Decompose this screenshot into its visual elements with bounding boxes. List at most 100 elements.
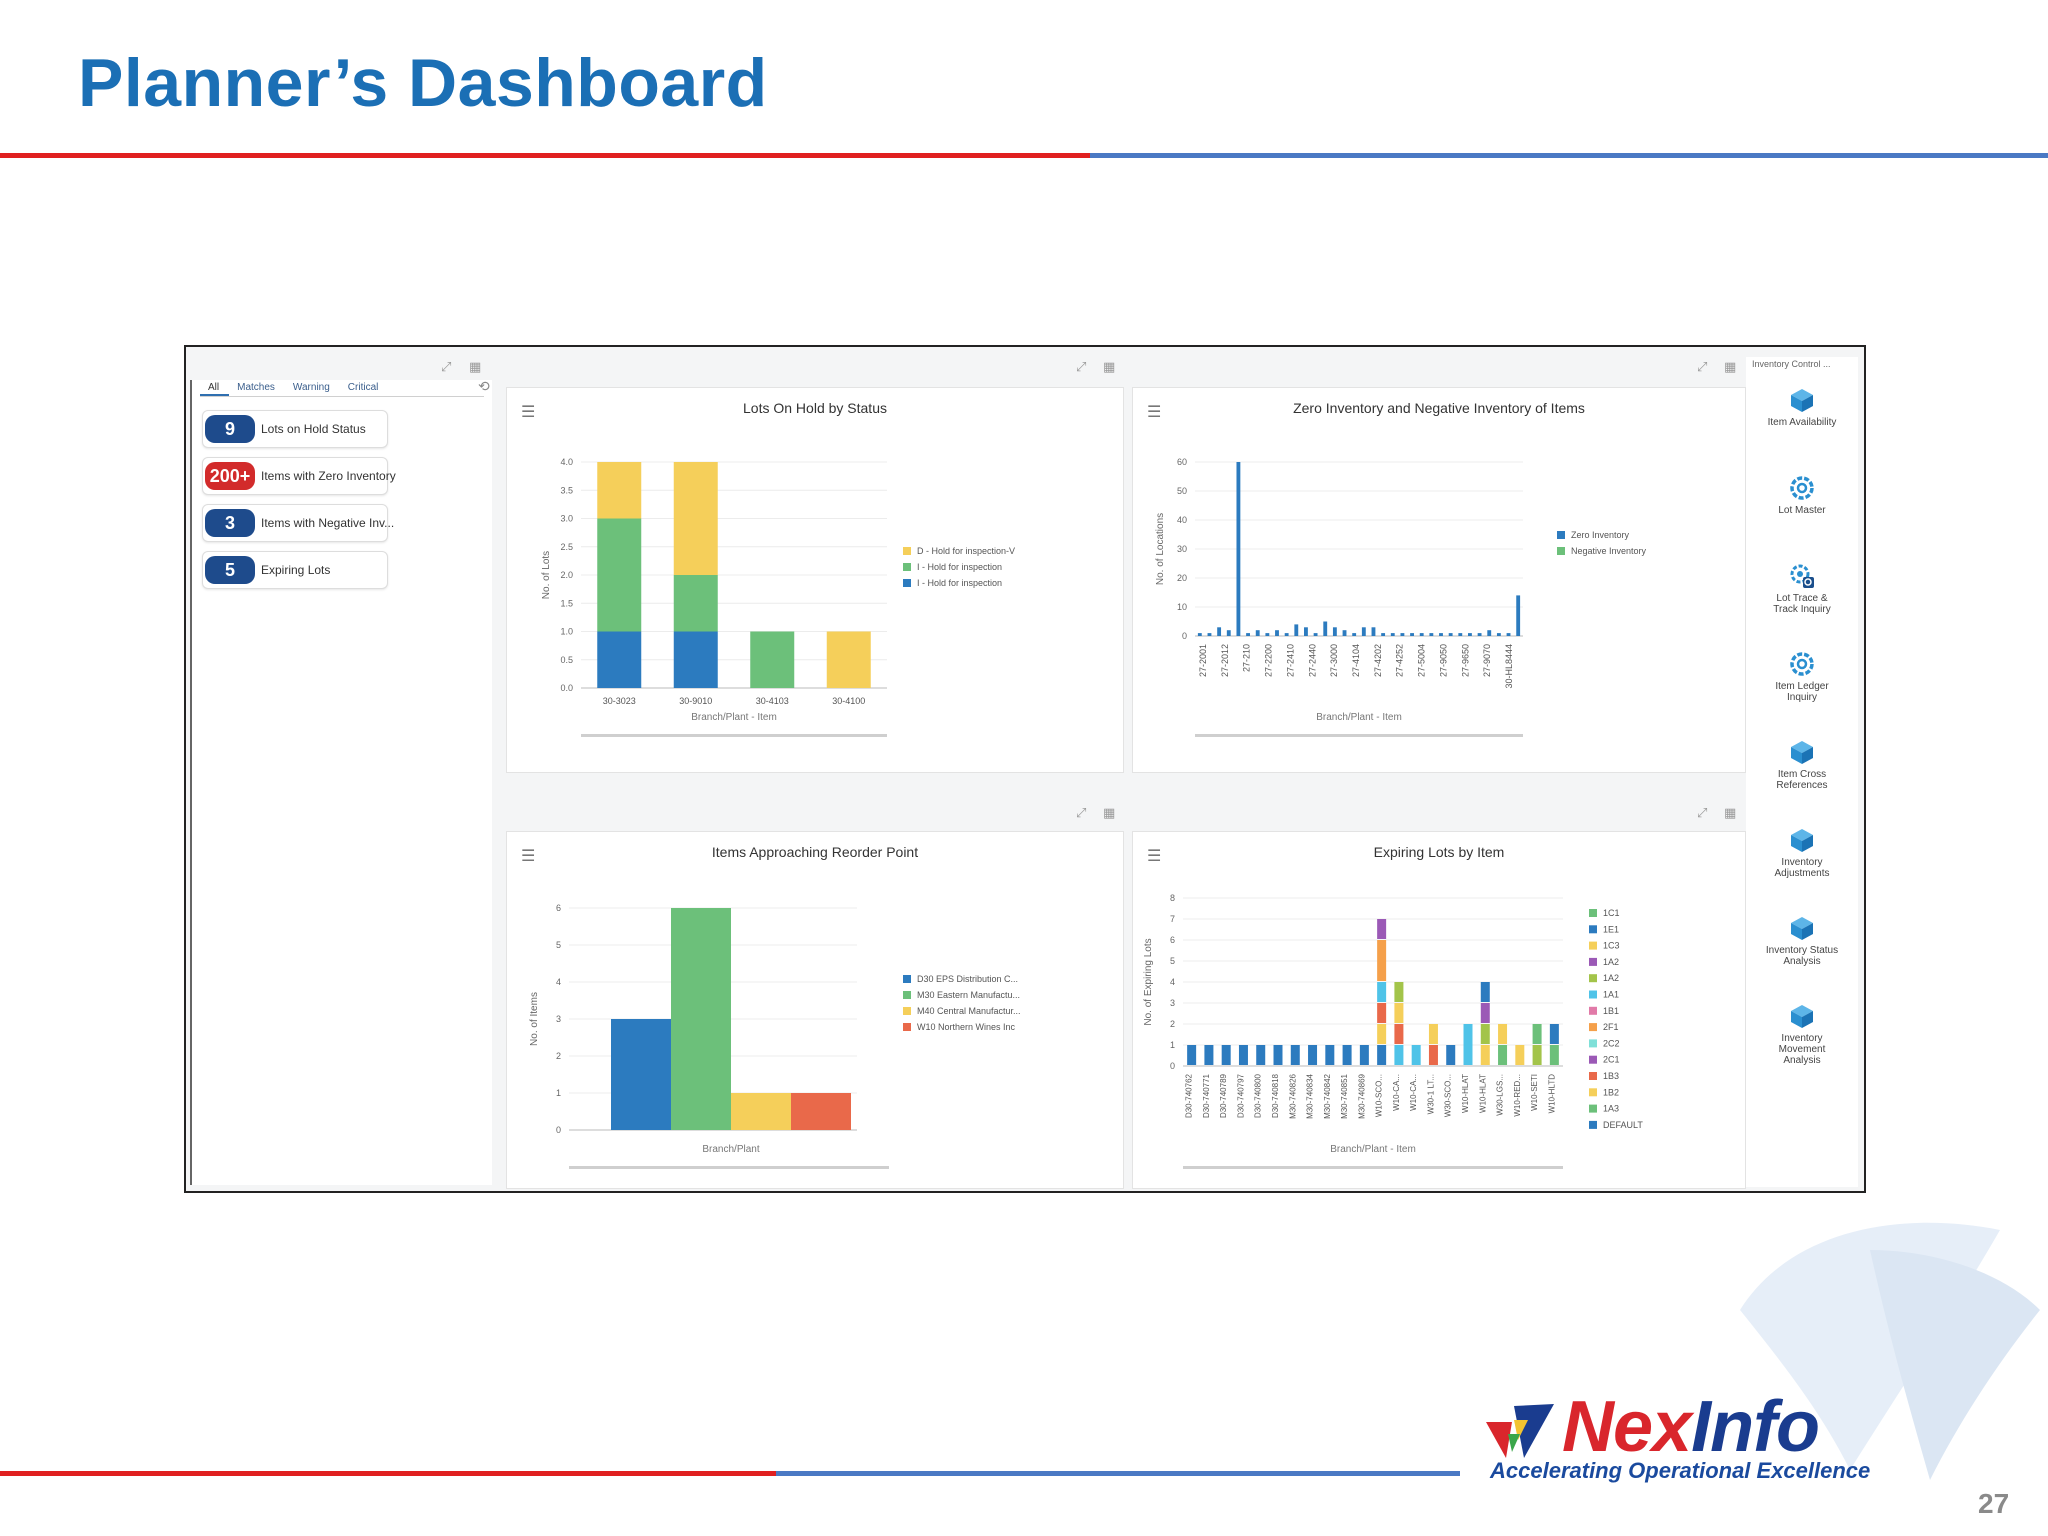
window-icon[interactable]: ▦ (1103, 359, 1116, 374)
x-tick-label: 27-2012 (1220, 644, 1230, 677)
springboard-item[interactable]: Inventory Status Analysis (1746, 915, 1858, 967)
tab-critical[interactable]: Critical (347, 382, 379, 393)
watchlist-item-expiring-lots[interactable]: 5 Expiring Lots (202, 551, 388, 589)
chart-bar (826, 631, 871, 688)
legend-label: D - Hold for inspection-V (917, 546, 1015, 556)
chart-bar (1429, 633, 1434, 636)
x-tick-label: W10-CA... (1409, 1074, 1418, 1111)
x-tick-label: 27-2001 (1198, 644, 1208, 677)
x-tick-label: 27-4252 (1395, 644, 1405, 677)
chart-bar (1480, 1003, 1490, 1023)
refresh-icon[interactable]: ⟲ (478, 378, 490, 394)
y-axis-label: No. of Lots (541, 551, 552, 599)
springboard-item[interactable]: Lot Trace & Track Inquiry (1746, 563, 1858, 615)
y-tick-label: 0 (1182, 631, 1187, 641)
chart-bar (1419, 633, 1424, 636)
legend-swatch (1589, 1120, 1597, 1129)
springboard-item[interactable]: Item Availability (1746, 387, 1858, 428)
window-icon[interactable]: ▦ (1724, 359, 1737, 374)
legend-label: 1B2 (1603, 1087, 1619, 1097)
springboard-item[interactable]: Item Ledger Inquiry (1746, 651, 1858, 703)
hamburger-menu-icon[interactable]: ☰ (521, 848, 536, 865)
expand-icon[interactable]: ⤢ (1076, 805, 1087, 820)
tab-warning[interactable]: Warning (292, 382, 330, 393)
x-tick-label: D30-740771 (1202, 1073, 1211, 1118)
window-icon[interactable]: ▦ (1724, 805, 1737, 820)
y-tick-label: 0 (1170, 1061, 1175, 1071)
tab-matches[interactable]: Matches (237, 382, 275, 393)
watchlist-count: 3 (205, 509, 255, 537)
legend-label: M40 Central Manufactur... (917, 1006, 1021, 1016)
watchlist-item-negative-inventory[interactable]: 3 Items with Negative Inv... (202, 504, 394, 542)
x-tick-label: 27-4202 (1373, 644, 1383, 677)
y-tick-label: 40 (1177, 515, 1187, 525)
legend-swatch (1589, 990, 1597, 999)
chart-bar (1217, 627, 1222, 636)
chart-bar (673, 575, 718, 632)
legend-swatch (1589, 1023, 1597, 1032)
watchlist-item-zero-inventory[interactable]: 200+ Items with Zero Inventory (202, 457, 396, 495)
x-axis-label: Branch/Plant - Item (691, 712, 777, 723)
springboard-item[interactable]: Lot Master (1746, 475, 1858, 516)
window-icon[interactable]: ▦ (469, 359, 482, 374)
y-tick-label: 10 (1177, 602, 1187, 612)
chart-bar (1394, 1045, 1404, 1065)
y-tick-label: 30 (1177, 544, 1187, 554)
tab-all[interactable]: All (200, 380, 230, 396)
legend-label: 2F1 (1603, 1022, 1619, 1032)
legend-label: 1A3 (1603, 1104, 1619, 1114)
springboard-item[interactable]: Inventory Movement Analysis (1746, 1003, 1858, 1066)
y-tick-label: 3 (1170, 998, 1175, 1008)
window-icon[interactable]: ▦ (1103, 805, 1116, 820)
hamburger-menu-icon[interactable]: ☰ (1147, 848, 1162, 865)
x-tick-label: 30-HL8444 (1504, 644, 1514, 689)
expand-icon[interactable]: ⤢ (1697, 805, 1708, 820)
springboard-item[interactable]: Inventory Adjustments (1746, 827, 1858, 879)
expand-icon[interactable]: ⤢ (1076, 359, 1087, 374)
expand-icon[interactable]: ⤢ (441, 359, 452, 374)
y-axis-label: No. of Items (529, 992, 540, 1046)
chart-bar (1377, 940, 1387, 981)
x-tick-label: 30-4100 (832, 696, 865, 706)
cube-icon (1791, 829, 1813, 852)
legend-swatch (903, 579, 911, 587)
y-tick-label: 20 (1177, 573, 1187, 583)
springboard-label: Inventory Status Analysis (1765, 945, 1839, 967)
springboard-item[interactable]: Item Cross References (1746, 739, 1858, 791)
x-tick-label: M30-740826 (1288, 1073, 1297, 1118)
legend-label: 1E1 (1603, 924, 1619, 934)
legend-swatch (903, 1007, 911, 1015)
chart-bar (1377, 982, 1387, 1002)
legend-swatch (1589, 1104, 1597, 1113)
watchlist-item-lots-on-hold[interactable]: 9 Lots on Hold Status (202, 410, 388, 448)
chart-bar (597, 462, 642, 519)
x-tick-label: M30-740869 (1357, 1073, 1366, 1118)
chart-reorder-point: 0 1 2 3 4 5 6 No. of Items Branch/Plant D30 EPS D… (529, 903, 1021, 1169)
expand-icon[interactable]: ⤢ (1697, 359, 1708, 374)
watchlist-label: Expiring Lots (261, 563, 331, 577)
y-tick-label: 3.5 (560, 485, 573, 495)
chart-bar (671, 908, 731, 1130)
cube-icon (1791, 389, 1813, 412)
x-axis-label: Branch/Plant - Item (1330, 1144, 1416, 1155)
legend-swatch (1557, 531, 1565, 539)
legend-label: DEFAULT (1603, 1120, 1643, 1130)
chart-title: Zero Inventory and Negative Inventory of… (1293, 400, 1585, 416)
legend-label: 1A2 (1603, 973, 1619, 983)
x-tick-label: W10-HLTD (1547, 1074, 1556, 1114)
hamburger-menu-icon[interactable]: ☰ (521, 404, 536, 421)
app-screenshot: ⤢ ▦ ⤢ ▦ ⤢ ▦ All Matches Warning Critical… (184, 345, 1866, 1193)
chart-bar (1411, 1045, 1421, 1065)
x-axis-label: Branch/Plant (702, 1144, 759, 1155)
y-tick-label: 1 (1170, 1040, 1175, 1050)
chart-bar (1506, 633, 1511, 636)
x-tick-label: 27-9050 (1438, 644, 1448, 677)
chart-title: Lots On Hold by Status (743, 400, 887, 416)
chart-bar (1313, 633, 1318, 636)
x-tick-label: W10-SCO... (1375, 1074, 1384, 1117)
legend-label: 1B1 (1603, 1006, 1619, 1016)
legend-swatch (1589, 1055, 1597, 1064)
chart-bar (1342, 630, 1347, 636)
y-tick-label: 3.0 (560, 514, 573, 524)
hamburger-menu-icon[interactable]: ☰ (1147, 404, 1162, 421)
